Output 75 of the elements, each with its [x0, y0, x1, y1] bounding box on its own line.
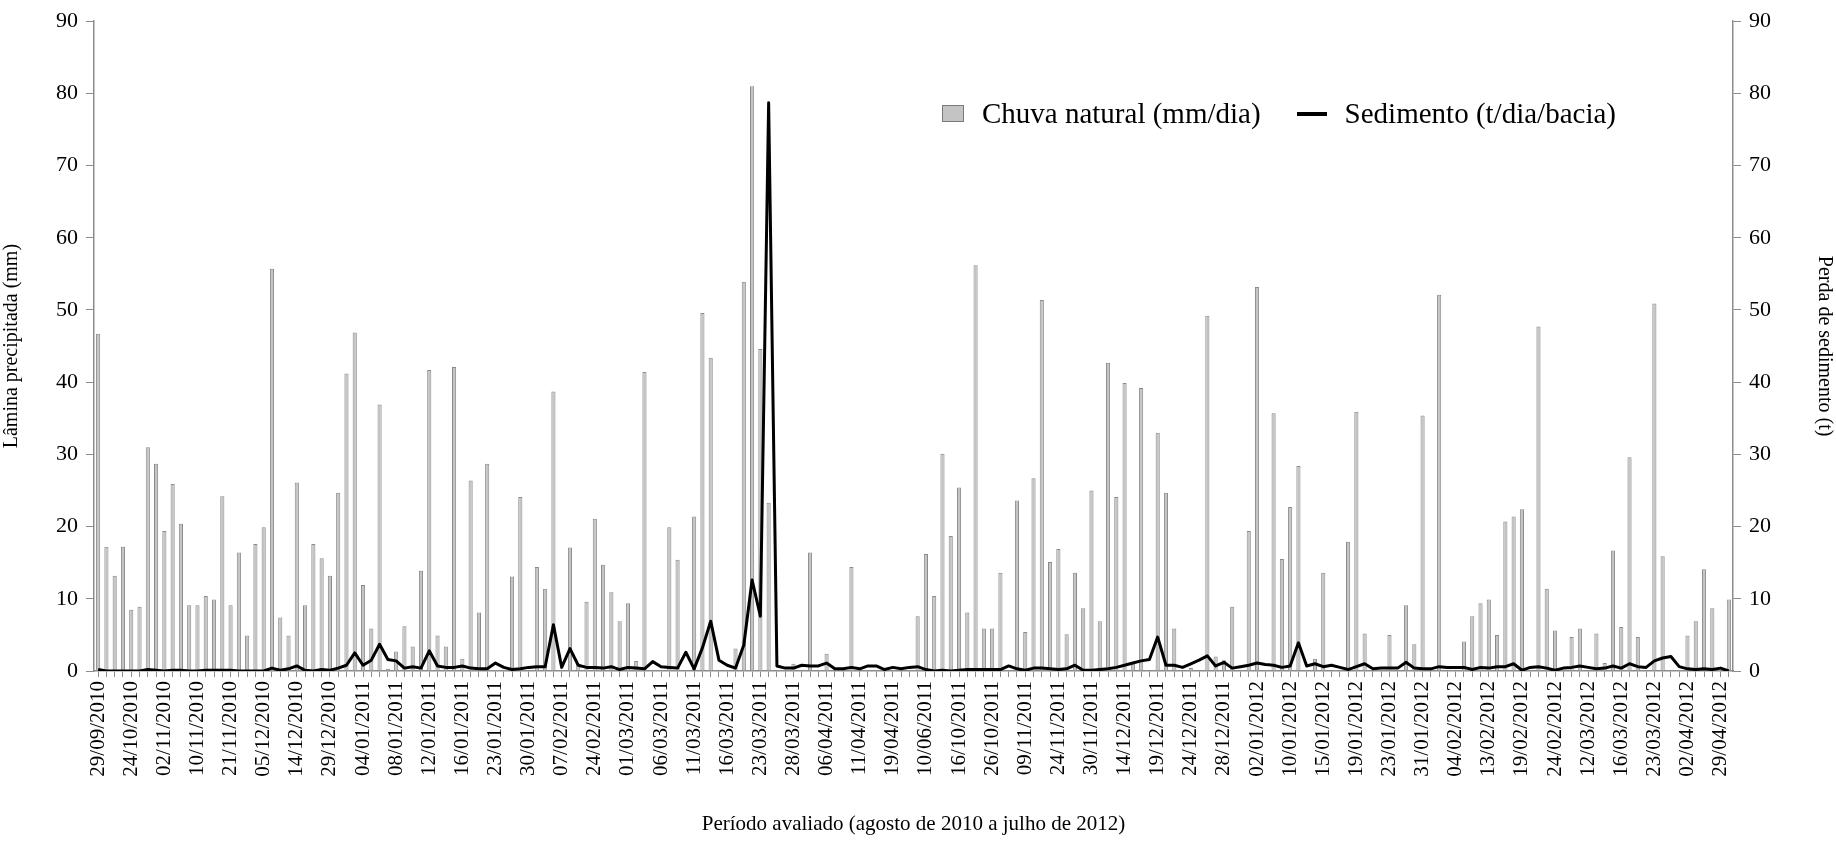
y-tick-label: 10: [56, 584, 78, 610]
x-tick-label: 24/10/2010: [117, 681, 142, 777]
x-tick-label: 19/02/2012: [1508, 681, 1533, 777]
x-tick-label: 29/09/2010: [84, 681, 109, 777]
x-tick-label: 10/06/2011: [912, 681, 937, 776]
x-tick-label: 16/01/2011: [448, 681, 473, 776]
x-tick-label: 26/10/2011: [978, 681, 1003, 776]
x-tick-label: 23/01/2012: [1375, 681, 1400, 777]
x-tick-label: 24/02/2012: [1541, 681, 1566, 777]
x-tick-label: 02/01/2012: [1243, 681, 1268, 777]
x-tick-label: 06/04/2011: [813, 681, 838, 776]
y2-tick-label: 30: [1749, 440, 1771, 466]
x-tick-label: 04/01/2011: [349, 681, 374, 776]
x-tick-label: 10/01/2012: [1276, 681, 1301, 777]
y2-tick-label: 40: [1749, 367, 1771, 393]
x-tick-label: 24/12/2011: [1177, 681, 1202, 776]
x-tick-label: 24/11/2011: [1044, 681, 1069, 776]
x-tick-label: 07/02/2011: [548, 681, 573, 776]
y2-tick-label: 10: [1749, 584, 1771, 610]
y-axis-title: Lâmina precipitada (mm): [0, 243, 23, 449]
y-tick-label: 0: [67, 656, 78, 682]
x-tick-label: 28/12/2011: [1210, 681, 1235, 776]
x-tick-label: 13/02/2012: [1475, 681, 1500, 777]
x-tick-label: 30/01/2011: [515, 681, 540, 776]
x-tick-label: 02/11/2010: [150, 681, 175, 776]
y-tick-label: 40: [56, 367, 78, 393]
x-tick-label: 14/12/2011: [1111, 681, 1136, 776]
x-tick-label: 09/11/2011: [1011, 681, 1036, 776]
x-tick-label: 23/03/2011: [746, 681, 771, 776]
legend-label: Chuva natural (mm/dia): [981, 97, 1261, 131]
x-tick-label: 29/12/2010: [316, 681, 341, 777]
x-tick-label: 12/03/2012: [1574, 681, 1599, 777]
x-tick-label: 11/04/2011: [846, 681, 871, 776]
x-tick-label: 21/11/2010: [217, 681, 242, 776]
x-tick-label: 04/02/2012: [1442, 681, 1467, 777]
y-tick-label: 90: [56, 6, 78, 32]
x-tick-label: 31/01/2012: [1409, 681, 1434, 777]
y-tick-label: 60: [56, 223, 78, 249]
y2-tick-label: 70: [1749, 151, 1771, 177]
y-tick-label: 30: [56, 440, 78, 466]
x-tick-label: 23/01/2011: [481, 681, 506, 776]
y2-tick-label: 20: [1749, 512, 1771, 538]
x-tick-label: 14/12/2010: [283, 681, 308, 777]
x-tick-label: 02/04/2012: [1673, 681, 1698, 777]
y2-tick-label: 90: [1749, 6, 1771, 32]
y-tick-label: 70: [56, 151, 78, 177]
y2-tick-label: 80: [1749, 79, 1771, 105]
x-tick-label: 24/02/2011: [581, 681, 606, 776]
x-tick-label: 15/01/2012: [1309, 681, 1334, 777]
y2-tick-label: 50: [1749, 295, 1771, 321]
x-tick-label: 16/10/2011: [945, 681, 970, 776]
y-tick-label: 20: [56, 512, 78, 538]
x-tick-label: 23/03/2012: [1640, 681, 1665, 777]
x-tick-label: 06/03/2011: [647, 681, 672, 776]
x-tick-label: 28/03/2011: [779, 681, 804, 776]
x-tick-label: 11/03/2011: [680, 681, 705, 776]
y2-tick-label: 60: [1749, 223, 1771, 249]
y2-tick-label: 0: [1749, 656, 1760, 682]
x-tick-label: 16/03/2011: [713, 681, 738, 776]
y-tick-label: 50: [56, 295, 78, 321]
x-tick-label: 12/01/2011: [415, 681, 440, 776]
x-tick-label: 01/03/2011: [614, 681, 639, 776]
x-tick-label: 10/11/2010: [183, 681, 208, 776]
x-tick-label: 19/04/2011: [879, 681, 904, 776]
y2-axis-title: Perda de sedimento (t): [1813, 255, 1836, 437]
legend-label: Sedimento (t/dia/bacia): [1344, 97, 1616, 131]
x-axis-title: Período avaliado (agosto de 2010 a julho de 2012): [701, 810, 1126, 835]
x-tick-label: 16/03/2012: [1607, 681, 1632, 777]
x-tick-label: 19/01/2012: [1342, 681, 1367, 777]
x-tick-label: 05/12/2010: [250, 681, 275, 777]
y-tick-label: 80: [56, 79, 78, 105]
x-tick-label: 19/12/2011: [1144, 681, 1169, 776]
x-tick-label: 29/04/2012: [1707, 681, 1732, 777]
x-tick-label: 30/11/2011: [1077, 681, 1102, 776]
x-tick-label: 08/01/2011: [382, 681, 407, 776]
